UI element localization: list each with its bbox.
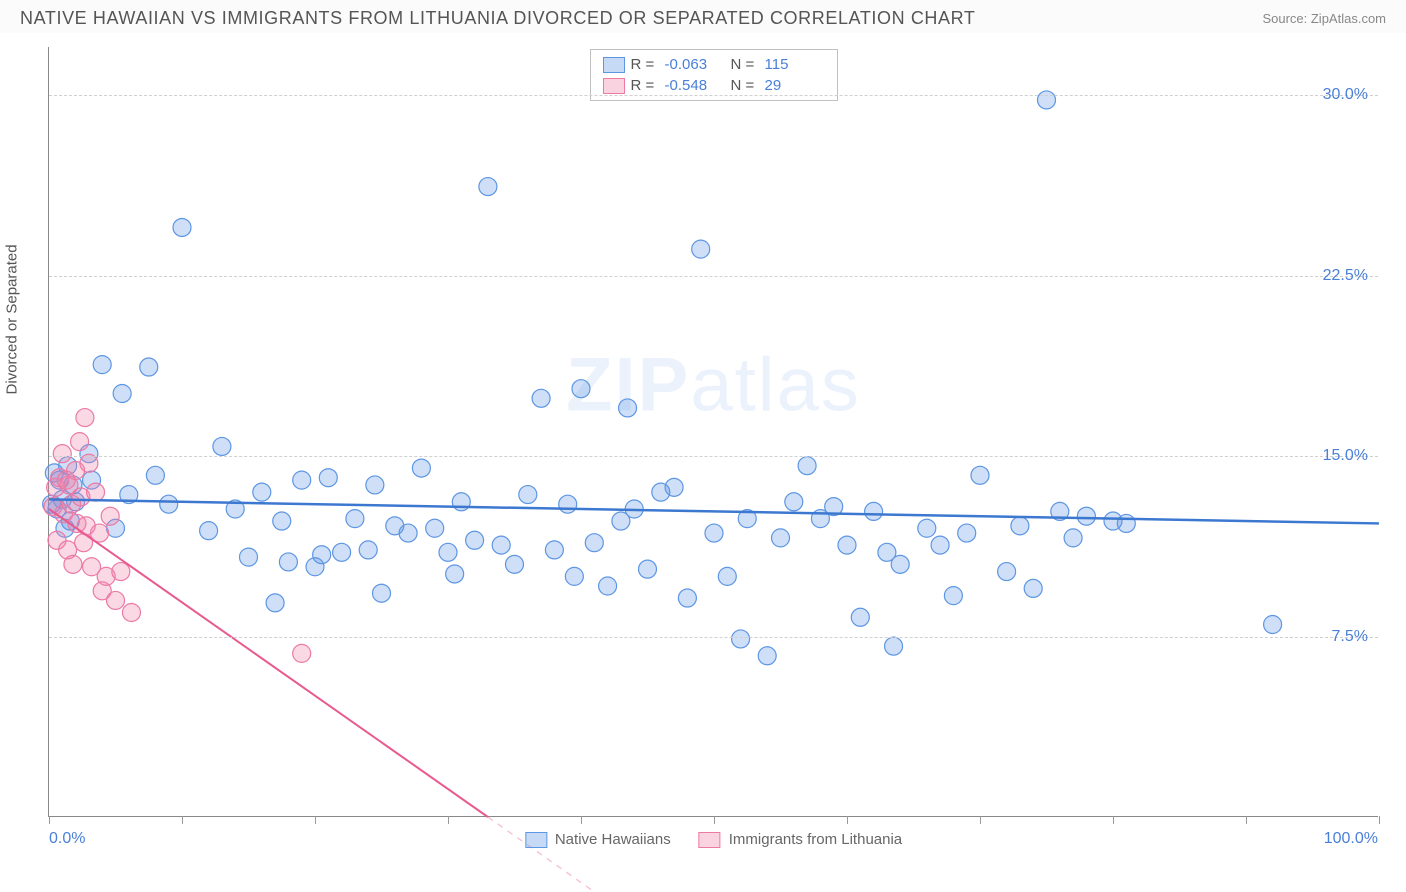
legend-label: Native Hawaiians [555,831,671,848]
scatter-chart: ZIPatlas R = -0.063 N = 115 R = -0.548 N… [48,47,1378,817]
n-value-pink: 29 [765,77,825,94]
swatch-blue-icon [525,832,547,848]
n-value-blue: 115 [765,56,825,73]
chart-title: NATIVE HAWAIIAN VS IMMIGRANTS FROM LITHU… [20,8,976,29]
x-tick [1379,816,1380,824]
x-tick-label-left: 0.0% [49,830,85,848]
y-tick-label: 22.5% [1323,267,1368,285]
x-tick [980,816,981,824]
x-tick [581,816,582,824]
grid-line [49,637,1378,638]
x-tick [49,816,50,824]
x-tick [847,816,848,824]
swatch-pink [603,78,625,94]
y-tick-label: 7.5% [1332,628,1368,646]
legend-row-blue: R = -0.063 N = 115 [603,54,825,75]
legend-item-lithuania: Immigrants from Lithuania [699,831,902,848]
plot-svg [49,47,1378,816]
x-tick [448,816,449,824]
grid-line [49,276,1378,277]
swatch-blue [603,57,625,73]
y-tick-label: 15.0% [1323,447,1368,465]
x-tick [315,816,316,824]
x-tick [1113,816,1114,824]
x-tick-label-right: 100.0% [1324,830,1378,848]
series-legend: Native Hawaiians Immigrants from Lithuan… [525,831,902,848]
legend-label: Immigrants from Lithuania [729,831,902,848]
y-tick-label: 30.0% [1323,86,1368,104]
swatch-pink-icon [699,832,721,848]
correlation-legend: R = -0.063 N = 115 R = -0.548 N = 29 [590,49,838,101]
x-tick [182,816,183,824]
grid-line [49,456,1378,457]
r-value-pink: -0.548 [665,77,725,94]
legend-row-pink: R = -0.548 N = 29 [603,75,825,96]
x-tick [1246,816,1247,824]
x-tick [714,816,715,824]
grid-line [49,95,1378,96]
legend-item-hawaiians: Native Hawaiians [525,831,671,848]
r-value-blue: -0.063 [665,56,725,73]
y-axis-label: Divorced or Separated [4,244,21,394]
chart-header: NATIVE HAWAIIAN VS IMMIGRANTS FROM LITHU… [0,0,1406,33]
source-credit: Source: ZipAtlas.com [1262,11,1386,26]
